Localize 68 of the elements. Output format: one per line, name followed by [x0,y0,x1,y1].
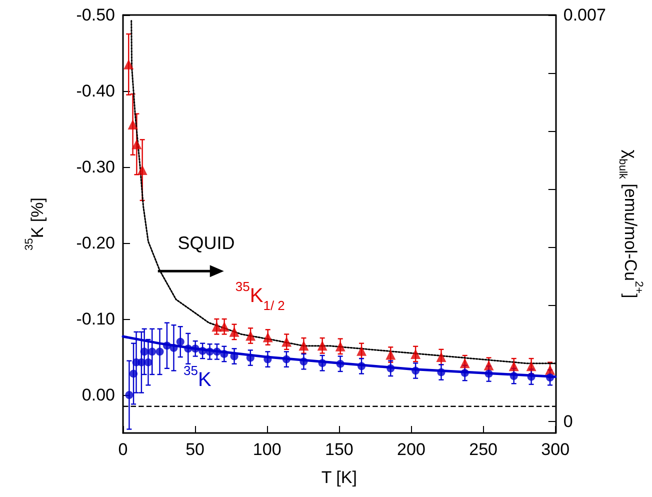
point [262,332,273,342]
point [137,165,148,176]
x-tick-label: 50 [186,440,205,459]
point [230,352,238,360]
point [128,119,138,130]
point [140,348,148,356]
point [144,358,152,366]
point [317,340,328,351]
point [298,340,309,351]
point [246,330,256,341]
y2-axis-title: χbulk [emu/mol-Cu2+] [616,150,644,298]
point [282,355,290,364]
point [130,370,138,378]
y-tick-label: -0.50 [76,6,115,24]
annotation: SQUID [178,233,235,253]
point [162,342,171,350]
point [184,344,192,353]
point [358,362,366,370]
point [410,348,421,359]
x-tick-label: 300 [541,440,570,459]
point [132,139,142,150]
y-axis-title: 35K [%] [23,198,47,250]
point [336,360,344,368]
point [148,348,156,356]
point [318,359,326,368]
point [219,322,230,332]
point [412,366,420,375]
point [356,346,367,356]
point [191,344,200,353]
point [282,336,292,347]
point [246,354,254,362]
point [335,341,346,352]
point [137,358,146,366]
x-tick-label: 100 [252,440,282,459]
point [212,322,222,332]
x-tick-label: 200 [397,440,426,459]
y2-tick-label: 0.007 [563,6,606,24]
point [264,355,272,364]
point [508,361,519,372]
point [220,350,228,358]
point [300,358,308,366]
point [176,338,184,346]
point [170,344,178,352]
y-tick-label: -0.40 [76,82,115,100]
point [484,360,494,370]
point [386,364,395,372]
point [526,361,536,372]
point [436,352,446,362]
point [156,348,164,356]
x-tick-label: 0 [118,440,128,459]
point [198,346,207,355]
point [386,350,396,360]
point [124,59,134,70]
x-tick-label: 250 [469,440,498,459]
y-tick-label: -0.10 [76,310,115,328]
point [212,348,221,356]
y-tick-label: -0.30 [76,158,115,176]
point [437,368,446,376]
point [206,348,214,356]
point [460,358,470,368]
point [484,370,493,378]
y2-tick-label: 0 [563,412,573,431]
x-axis-title: T [K] [321,468,357,487]
y-tick-label: 0.00 [82,386,115,404]
point [229,326,240,337]
point [125,391,134,399]
y-tick-label: -0.20 [76,234,115,252]
x-tick-label: 150 [324,440,354,459]
